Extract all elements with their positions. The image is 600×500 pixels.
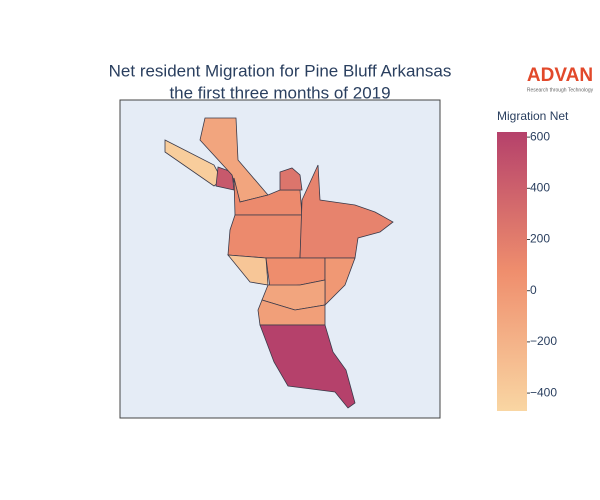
region [259,324,356,409]
map [164,117,394,409]
logo-tagline: Research through Technology [527,87,594,93]
colorbar-tick-label: 200 [530,232,550,246]
colorbar-title: Migration Net [497,109,569,123]
region [324,257,356,306]
logo: ADVAN [527,65,593,86]
region [279,167,303,191]
colorbar-tick-label: 600 [530,129,550,143]
colorbar-tick-label: 0 [530,283,537,297]
region [227,214,303,259]
colorbar-tick-label: −400 [530,385,557,399]
colorbar-tick-label: 400 [530,180,550,194]
title-line: Net resident Migration for Pine Bluff Ar… [109,61,452,80]
title-line: the first three months of 2019 [169,83,390,102]
colorbar [497,132,527,411]
colorbar-tick-label: −200 [530,334,557,348]
